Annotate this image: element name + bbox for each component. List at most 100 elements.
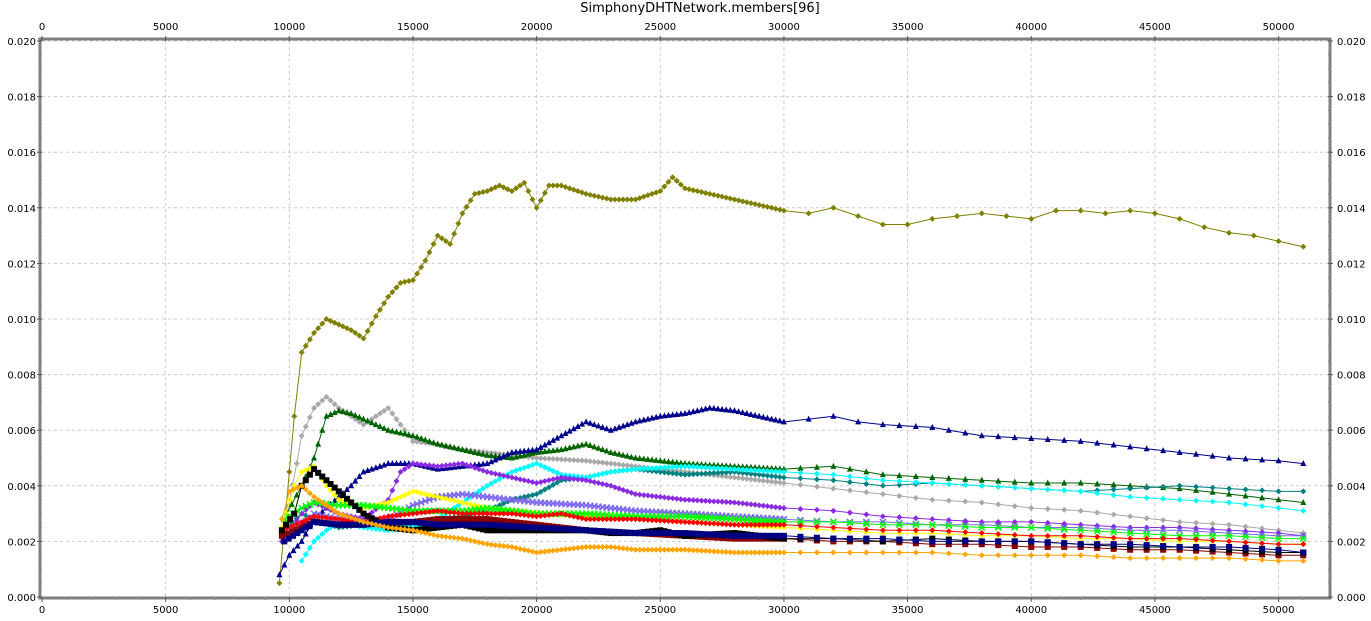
series-point	[426, 530, 433, 537]
series-point	[904, 221, 911, 228]
series-point	[694, 460, 701, 467]
series-point	[739, 532, 746, 539]
series-point	[756, 412, 763, 419]
series-point	[306, 490, 313, 497]
series-point	[1028, 532, 1035, 539]
series-point	[352, 411, 359, 418]
series-point	[578, 420, 585, 427]
series-point	[710, 191, 717, 198]
series-point	[756, 502, 763, 509]
series-point	[657, 188, 664, 195]
series-point	[451, 461, 458, 468]
series-point	[451, 444, 458, 451]
series-point	[397, 511, 404, 518]
series-point	[488, 541, 495, 548]
series-point	[467, 510, 474, 517]
series-point	[1242, 539, 1249, 546]
series-point	[743, 500, 750, 507]
series-point	[706, 470, 713, 477]
series-point	[706, 548, 713, 555]
series-point	[1275, 546, 1282, 553]
series-point	[1127, 513, 1134, 520]
series-point	[418, 529, 425, 536]
series-point	[492, 510, 499, 517]
series-point	[912, 527, 919, 534]
series-point	[1209, 484, 1216, 491]
series-point	[756, 467, 763, 474]
series-point	[480, 510, 487, 517]
series-point	[525, 512, 532, 519]
series-point	[306, 500, 314, 508]
series-point	[595, 422, 602, 429]
series-point	[727, 406, 734, 413]
series-point	[830, 507, 837, 514]
series-point	[624, 516, 631, 523]
series-point	[1300, 541, 1307, 548]
series-point	[414, 519, 421, 526]
series-point	[772, 205, 779, 212]
series-point	[995, 552, 1002, 559]
series-point	[381, 300, 388, 307]
series-point	[1209, 452, 1216, 459]
series-point	[583, 477, 590, 484]
series-point	[1226, 490, 1233, 497]
series-point	[1160, 555, 1167, 562]
series-point	[702, 520, 709, 527]
series-point	[488, 480, 495, 487]
series-point	[288, 523, 295, 530]
series-point	[288, 500, 295, 507]
series-point	[756, 464, 763, 471]
series-point	[710, 498, 717, 505]
series-point	[442, 516, 449, 523]
series-point	[1077, 437, 1084, 444]
y-tick-label: 0.018	[7, 93, 36, 104]
series-point	[896, 549, 903, 556]
series-point	[360, 518, 367, 525]
series-point	[603, 543, 610, 550]
series-point	[352, 329, 359, 336]
series-point	[603, 447, 610, 454]
series-point	[1127, 555, 1134, 562]
series-point	[768, 549, 775, 556]
series-point	[1242, 455, 1249, 462]
series-point	[1258, 531, 1266, 539]
series-point	[294, 530, 301, 537]
series-point	[723, 406, 730, 413]
series-point	[484, 541, 491, 548]
series-point	[1061, 479, 1068, 486]
series-point	[562, 526, 569, 533]
series-point	[1258, 534, 1266, 542]
series-point	[409, 488, 416, 495]
series-point	[624, 467, 631, 474]
series-point	[1226, 229, 1233, 236]
series-point	[331, 409, 338, 416]
series-point	[912, 494, 919, 501]
series-point	[620, 529, 627, 536]
series-point	[735, 499, 742, 506]
series-point	[1143, 535, 1150, 542]
series-point	[401, 278, 408, 285]
series-point	[698, 519, 705, 526]
series-point	[430, 439, 437, 446]
series-point	[315, 519, 322, 526]
series-point	[607, 468, 614, 475]
series-point	[595, 459, 602, 466]
series-point	[455, 510, 462, 517]
series-point	[1160, 495, 1167, 502]
series-point	[583, 440, 590, 447]
series-point	[896, 472, 903, 479]
series-point	[813, 470, 820, 477]
series-point	[611, 196, 618, 203]
series-point	[665, 469, 672, 476]
series-point	[1275, 535, 1283, 543]
series-point	[442, 442, 449, 449]
series-point	[929, 496, 936, 503]
series-point	[302, 477, 309, 484]
series-point	[855, 213, 862, 220]
series-point	[797, 464, 804, 471]
series-point	[430, 240, 437, 247]
series-point	[323, 520, 330, 527]
series-point	[735, 474, 742, 481]
series-point	[780, 468, 787, 475]
series-point	[710, 548, 717, 555]
